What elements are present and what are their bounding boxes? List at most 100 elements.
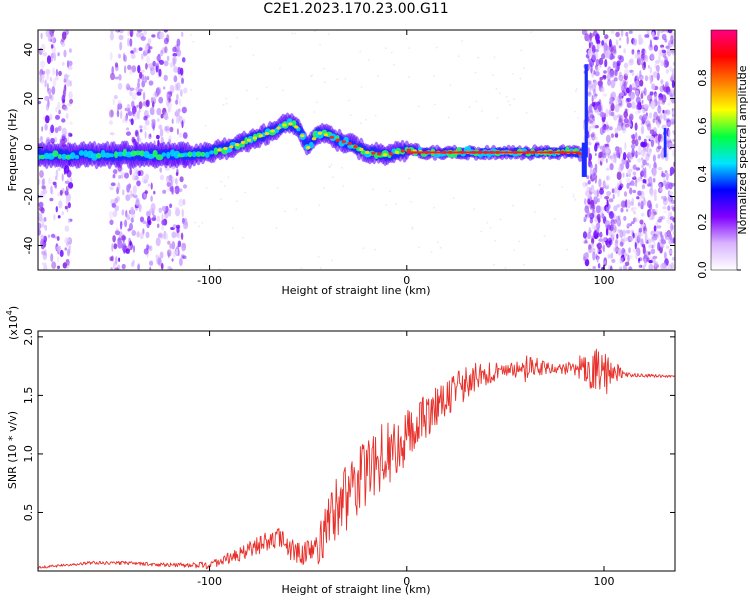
spectrogram-ridge-peak (306, 146, 311, 150)
spectrogram-noise-speck (112, 169, 118, 175)
colorbar-tick-label: 0.4 (696, 165, 709, 183)
spectrogram-noise-speck (132, 185, 137, 195)
spectrogram-noise-speck (594, 163, 598, 171)
spectrogram-noise-speck (45, 68, 51, 75)
spectrogram-noise-speck (581, 30, 587, 36)
spectrogram-ridge-blob (152, 149, 158, 158)
spectrogram-noise-speck (180, 232, 184, 240)
spectrogram-noise-speck (623, 81, 627, 90)
spectrogram-noise-speck (590, 133, 595, 138)
spectrogram-noise-speck (595, 136, 598, 141)
spectrogram-noise-speck (631, 221, 635, 225)
spectrogram-noise-speck (147, 219, 152, 226)
spectrogram-noise-speck (592, 96, 597, 99)
spectrogram-noise-speck (40, 32, 43, 40)
spectrogram-noise-speck (649, 66, 653, 74)
spectrogram-noise-speck (589, 84, 592, 94)
spectrogram-noise-speck (127, 64, 132, 70)
spectrogram-ridge-peak (359, 147, 364, 152)
spectrogram-noise-speck (179, 176, 184, 183)
spectrogram-noise-speck (171, 185, 174, 195)
spectrogram-noise-speck (165, 233, 169, 241)
spectrogram-noise-speck (666, 142, 672, 149)
spectrogram-noise-speck (625, 253, 628, 257)
spectrogram-noise-speck (43, 217, 47, 222)
spectrogram-noise-speck (606, 199, 609, 208)
snr-y-axis-label: SNR (10 * v/v) (6, 411, 19, 489)
spectrogram-noise-speck (39, 75, 42, 82)
spectrogram-noise-speck (588, 118, 592, 124)
spectrogram-noise-speck (109, 52, 113, 61)
colorbar-tick-label: 0.2 (696, 213, 709, 231)
spectrogram-noise-speck (62, 262, 67, 269)
spectrogram-noise-speck (160, 262, 164, 270)
spectrogram-noise-speck (53, 52, 57, 61)
spectrogram-noise-speck (179, 132, 183, 138)
spectrogram-noise-speck (117, 102, 123, 110)
spectrogram-noise-speck (631, 49, 635, 55)
spectrogram-noise-speck (129, 167, 132, 176)
spectrogram-noise-speck (624, 68, 629, 77)
spectrogram-noise-speck (125, 83, 131, 91)
spectrogram-noise-speck (642, 179, 647, 184)
spectrogram-noise-speck (39, 136, 44, 142)
spectrogram-noise-speck (594, 195, 598, 201)
spectrogram-noise-speck (665, 172, 669, 181)
spectrogram-noise-speck (222, 103, 225, 106)
svg-text:(x104): (x104) (5, 306, 20, 340)
spectrogram-noise-speck (118, 74, 122, 81)
spectrogram-noise-speck (575, 88, 578, 91)
spectrogram-noise-speck (613, 77, 618, 82)
spectrogram-noise-speck (65, 197, 69, 205)
spectrogram-noise-speck (647, 209, 651, 218)
spectrogram-noise-speck (68, 245, 71, 250)
spectrogram-noise-speck (652, 71, 658, 78)
spectrogram-noise-speck (68, 132, 72, 137)
colorbar-ticks: 0.0 0.2 0.4 0.6 0.8 (696, 69, 741, 279)
spectrogram-noise-speck (137, 81, 140, 89)
spectrogram-noise-speck (146, 76, 150, 81)
spectrogram-ridge-peak (270, 129, 275, 133)
spectrogram-noise-speck (121, 209, 125, 216)
spectrogram-noise-speck (141, 80, 146, 88)
spectrogram-noise-speck (225, 97, 228, 100)
spectrogram-noise-speck (661, 170, 664, 176)
spectrogram-noise-speck (610, 111, 615, 117)
spectrogram-noise-speck (69, 121, 73, 125)
spectrogram-noise-speck (623, 73, 628, 81)
spectrogram-ridge-peak (258, 134, 264, 138)
spectrogram-noise-speck (584, 251, 589, 260)
spectrogram-ridge-blob (161, 152, 167, 157)
spectrogram-noise-speck (331, 259, 333, 262)
spectrogram-noise-speck (156, 86, 162, 96)
spectrogram-noise-speck (475, 100, 478, 103)
spectrogram-ridge-peak (365, 150, 370, 154)
spectrogram-noise-speck (634, 122, 638, 131)
spectrogram-noise-speck (227, 176, 230, 179)
spectrogram-noise-speck (598, 155, 601, 159)
spectrogram-noise-speck (593, 196, 598, 205)
spectrogram-noise-speck (151, 120, 156, 130)
spectrogram-noise-speck (672, 61, 675, 66)
spectrogram-noise-speck (229, 45, 232, 48)
spectrogram-noise-speck (607, 254, 610, 260)
spectrogram-noise-speck (645, 146, 649, 153)
spectrogram-noise-speck (628, 247, 631, 254)
spectrogram-noise-speck (658, 216, 664, 220)
spectrogram-noise-speck (181, 77, 184, 85)
spectrogram-noise-speck (664, 60, 669, 66)
spectrogram-noise-speck (408, 47, 411, 49)
spectrogram-noise-speck (618, 116, 622, 123)
spectrogram-ridge-peak (240, 140, 246, 144)
spectrogram-noise-speck (64, 190, 69, 196)
spectrogram-noise-speck (144, 173, 150, 181)
spectrogram-noise-speck (646, 177, 649, 187)
spectrogram-noise-speck (246, 89, 248, 92)
spectrogram-noise-speck (650, 139, 655, 148)
spectrogram-noise-speck (616, 219, 621, 224)
spectrogram-noise-speck (646, 183, 652, 187)
spectrogram-noise-speck (608, 239, 613, 246)
spectrogram-noise-speck (672, 217, 675, 223)
spectrogram-noise-speck (149, 107, 155, 116)
spectrogram-noise-speck (670, 222, 674, 232)
